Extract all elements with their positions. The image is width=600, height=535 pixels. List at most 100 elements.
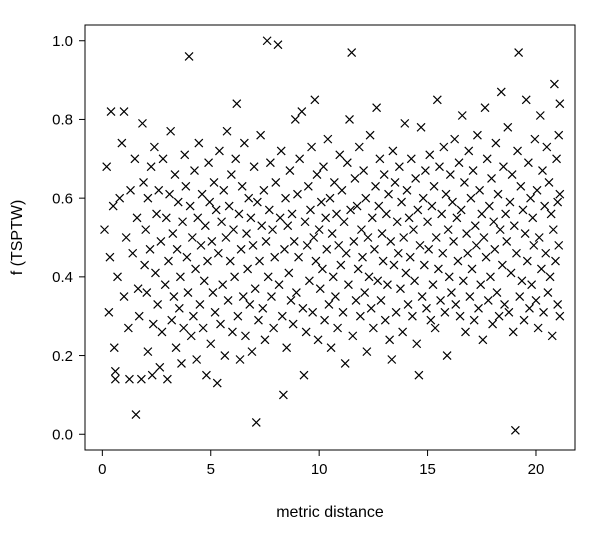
scatter-point — [289, 320, 297, 328]
scatter-point — [440, 143, 448, 151]
scatter-point — [432, 234, 440, 242]
scatter-point — [427, 316, 435, 324]
scatter-point — [226, 257, 234, 265]
scatter-point — [143, 289, 151, 297]
scatter-point — [325, 300, 333, 308]
scatter-point — [388, 355, 396, 363]
y-tick-label: 0.8 — [52, 112, 73, 129]
scatter-point — [425, 245, 433, 253]
scatter-point — [228, 328, 236, 336]
scatter-point — [507, 269, 515, 277]
scatter-point — [252, 418, 260, 426]
scatter-point — [450, 237, 458, 245]
scatter-point — [266, 159, 274, 167]
scatter-point — [551, 257, 559, 265]
scatter-point — [251, 285, 259, 293]
scatter-point — [496, 226, 504, 234]
scatter-point — [357, 226, 365, 234]
scatter-point — [150, 143, 158, 151]
scatter-point — [411, 277, 419, 285]
scatter-point — [463, 230, 471, 238]
scatter-point — [498, 261, 506, 269]
scatter-point — [385, 190, 393, 198]
scatter-point — [109, 202, 117, 210]
x-tick-label: 10 — [311, 461, 328, 478]
scatter-point — [344, 281, 352, 289]
scatter-chart: 051015200.00.20.40.60.81.0metric distanc… — [0, 0, 600, 535]
y-tick-label: 0.6 — [52, 190, 73, 207]
scatter-point — [212, 206, 220, 214]
scatter-point — [349, 332, 357, 340]
scatter-point — [446, 171, 454, 179]
scatter-point — [148, 371, 156, 379]
scatter-point — [223, 127, 231, 135]
scatter-point — [306, 206, 314, 214]
scatter-point — [258, 222, 266, 230]
scatter-point — [257, 131, 265, 139]
scatter-point — [495, 312, 503, 320]
scatter-point — [227, 171, 235, 179]
scatter-point — [120, 293, 128, 301]
scatter-point — [168, 316, 176, 324]
scatter-point — [456, 312, 464, 320]
scatter-point — [346, 115, 354, 123]
scatter-point — [430, 182, 438, 190]
scatter-point — [544, 289, 552, 297]
scatter-point — [395, 163, 403, 171]
scatter-point — [362, 194, 370, 202]
scatter-point — [351, 174, 359, 182]
scatter-point — [374, 277, 382, 285]
scatter-point — [210, 178, 218, 186]
scatter-point — [398, 198, 406, 206]
scatter-point — [246, 300, 254, 308]
scatter-point — [163, 375, 171, 383]
scatter-point — [254, 316, 262, 324]
scatter-point — [173, 245, 181, 253]
scatter-point — [401, 119, 409, 127]
scatter-point — [422, 304, 430, 312]
scatter-point — [134, 285, 142, 293]
scatter-point — [466, 293, 474, 301]
scatter-point — [408, 312, 416, 320]
scatter-point — [263, 37, 271, 45]
scatter-point — [348, 49, 356, 57]
scatter-point — [111, 375, 119, 383]
scatter-point — [368, 214, 376, 222]
scatter-point — [162, 214, 170, 222]
scatter-point — [175, 304, 183, 312]
scatter-point — [476, 186, 484, 194]
scatter-point — [497, 88, 505, 96]
scatter-point — [553, 155, 561, 163]
scatter-point — [522, 96, 530, 104]
scatter-point — [261, 336, 269, 344]
x-tick-label: 15 — [419, 461, 436, 478]
scatter-point — [198, 190, 206, 198]
scatter-point — [206, 198, 214, 206]
scatter-point — [170, 293, 178, 301]
scatter-point — [354, 265, 362, 273]
scatter-point — [302, 328, 310, 336]
scatter-point — [547, 210, 555, 218]
scatter-point — [545, 178, 553, 186]
scatter-point — [485, 202, 493, 210]
scatter-point — [155, 186, 163, 194]
scatter-point — [369, 324, 377, 332]
scatter-point — [554, 198, 562, 206]
scatter-point — [549, 226, 557, 234]
scatter-point — [375, 202, 383, 210]
scatter-point — [309, 308, 317, 316]
scatter-point — [339, 308, 347, 316]
scatter-point — [241, 332, 249, 340]
scatter-point — [111, 367, 119, 375]
scatter-point — [292, 289, 300, 297]
scatter-point — [518, 277, 526, 285]
scatter-point — [231, 273, 239, 281]
scatter-point — [194, 214, 202, 222]
scatter-point — [392, 308, 400, 316]
scatter-point — [167, 127, 175, 135]
scatter-point — [452, 300, 460, 308]
scatter-point — [373, 104, 381, 112]
scatter-point — [509, 328, 517, 336]
scatter-point — [437, 296, 445, 304]
scatter-point — [277, 147, 285, 155]
